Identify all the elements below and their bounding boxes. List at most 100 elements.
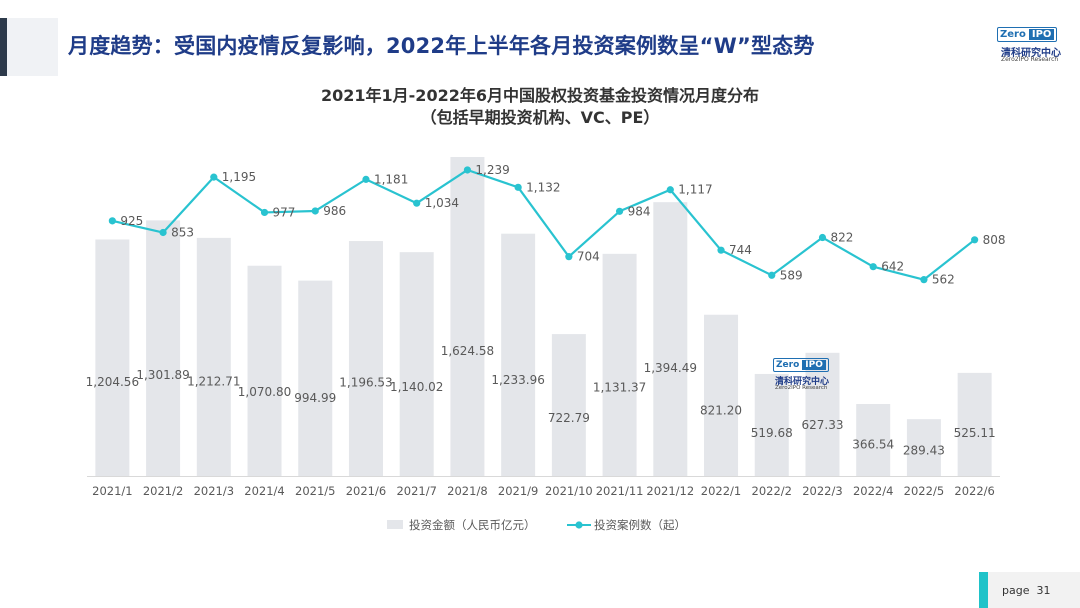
line-point-2022/4 [869,263,877,271]
x-tick-label: 2021/6 [346,484,386,498]
x-tick-label: 2021/2 [143,484,183,498]
bar-2021/11 [602,253,637,476]
line-point-2021/4 [260,208,269,217]
legend-label-amount: 投资金额（人民币亿元） [409,518,536,532]
x-tick-label: 2022/3 [802,484,842,498]
line-point-2021/5 [311,207,319,215]
page-number: page 31 [1002,584,1051,597]
x-tick-label: 2022/1 [701,484,741,498]
bar-value-label: 519.68 [751,426,793,440]
bar-value-label: 1,196.53 [339,376,392,390]
x-tick-label: 2021/10 [545,484,593,498]
line-value-label: 1,132 [526,180,560,194]
bar-2021/1 [95,239,130,476]
header-accent-bar [0,18,7,76]
line-value-label: 853 [171,226,194,240]
bar-2021/7 [399,252,434,476]
bar-value-label: 525.11 [954,426,996,440]
x-tick-label: 2022/4 [853,484,893,498]
x-tick-label: 2021/1 [92,484,132,498]
line-value-label: 562 [932,273,955,287]
line-point-2022/6 [971,236,979,244]
line-point-2021/3 [210,173,218,181]
line-value-label: 822 [830,231,853,245]
bar-value-label: 1,394.49 [644,361,697,375]
bar-2022/2 [754,373,789,476]
bar-2021/2 [146,220,181,476]
bar-2021/12 [653,202,688,477]
combo-chart: 1,204.561,301.891,212.711,070.80 994.991,… [86,156,1006,532]
line-point-2022/2 [768,271,776,279]
x-tick-label: 2021/12 [646,484,694,498]
line-value-label: 589 [780,268,803,282]
bar-2021/8 [450,156,485,476]
bar-value-label: 994.99 [294,391,336,405]
bar-2021/3 [196,237,231,476]
line-value-label: 642 [881,260,904,274]
line-value-label: 1,239 [475,163,509,177]
bar-value-label: 1,131.37 [593,381,646,395]
line-point-2021/6 [362,175,370,183]
bar-2022/6 [957,372,992,476]
bar-value-label: 1,212.71 [187,375,240,389]
x-tick-label: 2022/2 [752,484,792,498]
line-value-label: 1,195 [222,170,256,184]
slide-title: 月度趋势：受国内疫情反复影响，2022年上半年各月投资案例数呈“W”型态势 [68,34,815,58]
line-value-label: 1,181 [374,172,408,186]
x-tick-label: 2021/4 [244,484,284,498]
bar-value-label: 1,140.02 [390,380,443,394]
logo-en-text: Zero2IPO Research [1001,56,1059,63]
line-value-label: 1,117 [678,183,712,197]
bar-value-label: 627.33 [801,418,843,432]
bar-2021/5 [298,280,333,476]
x-tick-label: 2021/9 [498,484,538,498]
x-tick-label: 2021/5 [295,484,335,498]
line-point-2022/3 [818,233,827,242]
footer-box [988,572,1080,608]
header-block [0,18,58,76]
bar-2021/10 [551,334,586,476]
line-point-2021/10 [565,253,573,261]
legend-marker-cases [575,521,583,529]
zero2ipo-logo: Zero IPO 清科研究中心 Zero2IPO Research [997,27,1061,63]
bar-2022/3 [805,352,840,476]
line-point-2021/12 [666,186,674,194]
bar-2022/4 [856,404,891,476]
legend-label-cases: 投资案例数（起） [594,518,686,532]
x-tick-label: 2022/6 [954,484,994,498]
bar-value-label: 1,204.56 [86,375,139,389]
bar-value-label: 821.20 [700,404,742,418]
line-value-label: 977 [273,205,296,219]
chart-title: 2021年1月-2022年6月中国股权投资基金投资情况月度分布 [321,86,759,105]
line-value-label: 1,034 [425,196,459,210]
bar-value-label: 366.54 [852,438,894,452]
line-value-label: 808 [983,233,1006,247]
bar-value-label: 722.79 [548,411,590,425]
bar-2021/4 [247,265,282,476]
x-tick-label: 2022/5 [904,484,944,498]
footer-accent [979,572,988,608]
logo-wordmark: Zero IPO [997,27,1058,42]
bar-value-label: 289.43 [903,443,945,457]
line-series-cases [112,168,976,281]
x-tick-label: 2021/3 [194,484,234,498]
x-tick-label: 2021/11 [596,484,644,498]
line-value-label: 704 [577,250,600,264]
x-tick-label: 2021/8 [447,484,487,498]
line-point-2021/9 [514,183,522,191]
bar-2022/1 [704,314,739,476]
bar-2022/5 [906,419,941,476]
bar-value-label: 1,301.89 [136,368,189,382]
line-value-label: 744 [729,243,752,257]
line-value-label: 986 [323,204,346,218]
line-value-label: 925 [120,214,143,228]
bar-value-label: 1,070.80 [238,385,291,399]
bar-2021/6 [348,241,383,476]
x-tick-label: 2021/7 [396,484,436,498]
logo-cn-text: 清科研究中心 [1001,48,1061,59]
line-point-2022/5 [920,276,928,284]
bar-value-label: 1,233.96 [491,373,544,387]
zero2ipo-watermark-logo: Zero IPO 清科研究中心 Zero2IPO Research [773,358,830,391]
chart-subtitle: （包括早期投资机构、VC、PE） [420,108,660,127]
bar-value-label: 1,624.58 [441,344,494,358]
